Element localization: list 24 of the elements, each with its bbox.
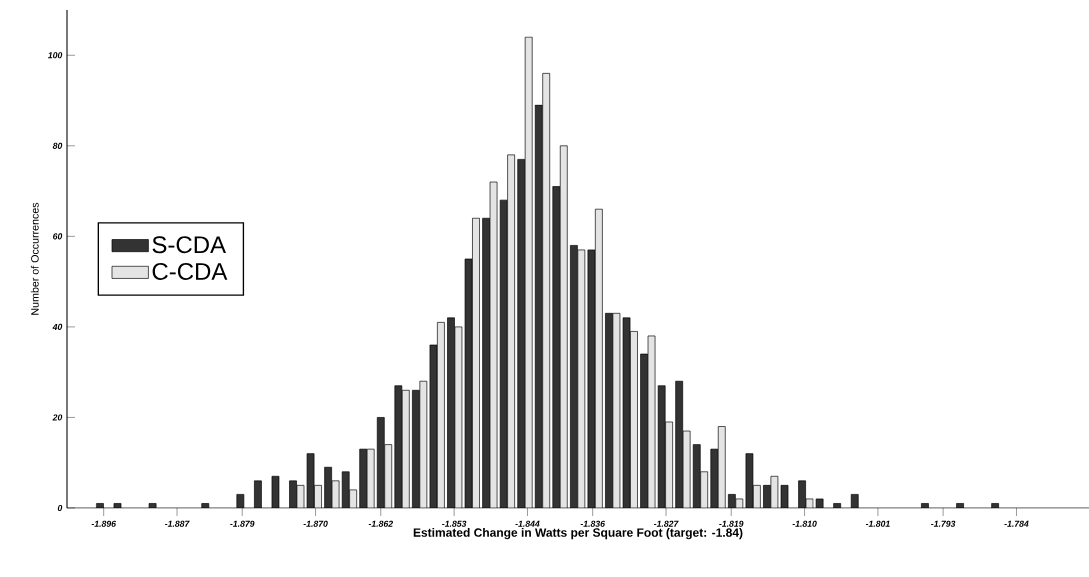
y-axis-title: Number of Occurrences (30, 202, 39, 315)
y-tick-label: 20 (52, 414, 63, 421)
x-tick-label: -1.801 (865, 520, 890, 527)
x-tick-label: -1.870 (303, 520, 328, 527)
x-tick-label: -1.879 (230, 520, 255, 527)
y-tick-label: 100 (47, 52, 63, 59)
y-tick-label: 40 (52, 323, 63, 330)
x-axis-title: Estimated Change in Watts per Square Foot (target: -1.84) (413, 527, 743, 540)
y-tick-label: 60 (53, 233, 63, 240)
x-tick-label: -1.896 (91, 520, 116, 527)
x-tick-label: -1.836 (580, 520, 605, 527)
legend-label: C-CDA (152, 262, 228, 280)
x-tick-label: -1.844 (515, 520, 540, 527)
x-tick-label: -1.827 (653, 520, 679, 527)
x-tick-label: -1.853 (442, 520, 467, 527)
x-tick-label: -1.793 (931, 520, 956, 527)
x-tick-label: -1.810 (792, 520, 817, 527)
x-tick-label: -1.887 (164, 520, 190, 527)
y-tick-label: 0 (57, 504, 63, 512)
x-tick-label: -1.784 (1004, 520, 1029, 527)
y-tick-label: 80 (52, 142, 63, 149)
x-tick-label: -1.862 (368, 520, 393, 527)
x-tick-label: -1.819 (719, 520, 744, 527)
legend-label: S-CDA (152, 236, 227, 254)
